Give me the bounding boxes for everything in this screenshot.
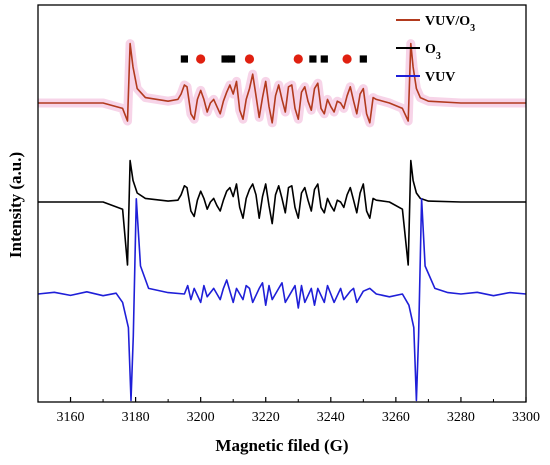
series-vuv-o3-line [38, 42, 526, 124]
marker-square [227, 55, 236, 63]
marker-square [359, 55, 367, 63]
x-tick-label: 3220 [252, 410, 280, 425]
series-vuv-line [37, 198, 527, 402]
plot-frame [37, 4, 527, 403]
plot-area [37, 39, 527, 402]
legend-label: O3 [425, 42, 441, 62]
marker-square [309, 55, 317, 63]
x-tick-label: 3180 [122, 410, 150, 425]
marker-circle [342, 54, 352, 64]
marker-circle [244, 54, 255, 64]
x-tick-label: 3200 [187, 410, 215, 425]
x-axis: 3160 3180 3200 3220 3240 3260 3280 3300 [37, 397, 540, 425]
y-axis-title: Intensity (a.u.) [6, 152, 25, 258]
legend-label: VUV [425, 70, 455, 85]
x-axis-title: Magnetic filed (G) [215, 436, 348, 455]
marker-square [320, 55, 328, 63]
marker-square [221, 55, 229, 63]
marker-circle [293, 54, 303, 64]
marker-square [180, 55, 188, 63]
legend-label: VUV/O3 [425, 14, 475, 34]
x-tick-label: 3240 [317, 410, 345, 425]
x-tick-label: 3260 [382, 410, 410, 425]
marker-circle [196, 54, 206, 64]
x-tick-label: 3160 [57, 410, 85, 425]
x-tick-label: 3300 [512, 410, 540, 425]
x-tick-label: 3280 [447, 410, 475, 425]
series-o3-line [38, 159, 526, 266]
